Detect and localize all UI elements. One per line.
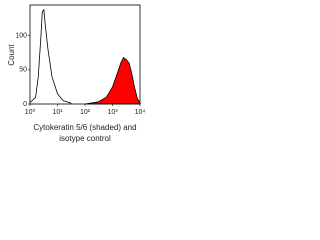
x-axis-label: Cytokeratin 5/6 (shaded) and bbox=[33, 123, 136, 132]
x-tick-label: 10⁰ bbox=[25, 108, 36, 116]
x-axis-label: isotype control bbox=[59, 134, 111, 143]
histogram-curve bbox=[29, 8, 72, 104]
x-tick-label: 10³ bbox=[107, 109, 118, 116]
histogram-curve bbox=[84, 56, 141, 105]
x-tick-label: 10¹ bbox=[52, 109, 63, 116]
y-tick-label: 50 bbox=[19, 67, 27, 74]
x-tick-label: 10⁴ bbox=[135, 109, 146, 116]
y-tick-label: 100 bbox=[15, 33, 27, 40]
chart: Count Cytokeratin 5/6 (shaded) and isoty… bbox=[7, 4, 146, 143]
y-axis-label: Count bbox=[7, 44, 16, 66]
x-tick-label: 10² bbox=[80, 109, 91, 116]
y-tick-label: 0 bbox=[23, 101, 27, 108]
